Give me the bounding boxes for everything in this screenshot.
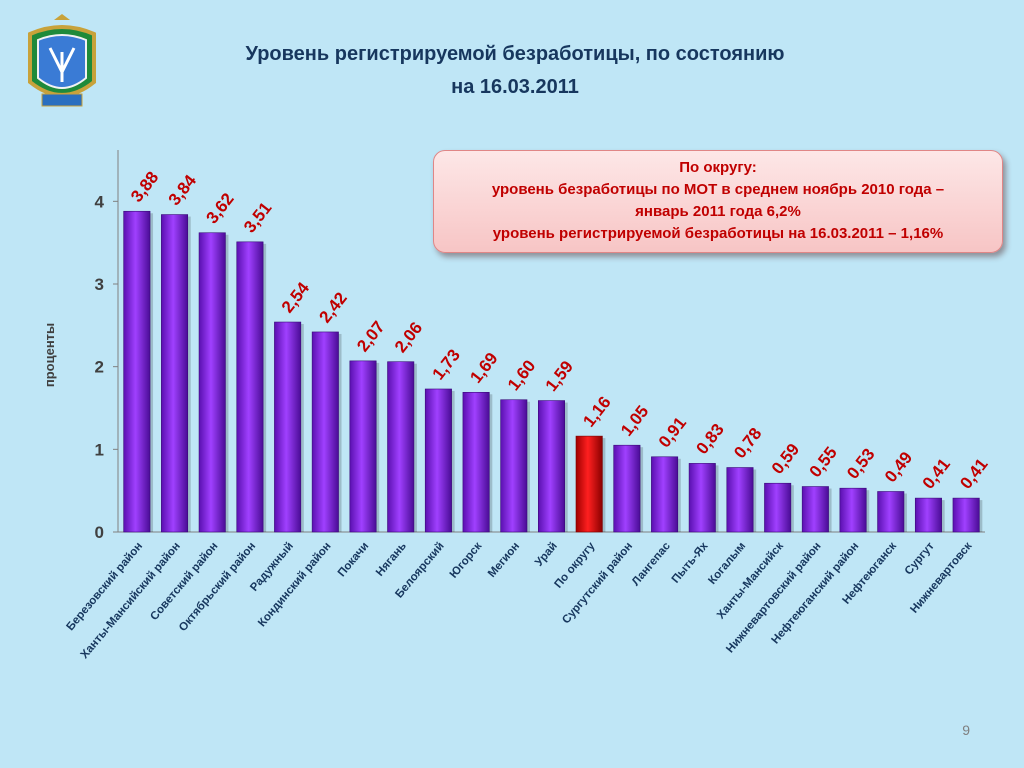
category-label: Ханты-Мансийск — [715, 540, 786, 621]
bar — [952, 497, 980, 533]
data-label: 0,41 — [919, 455, 954, 493]
data-label: 2,42 — [316, 289, 351, 327]
bar — [688, 463, 716, 533]
bar — [424, 388, 452, 533]
bar — [651, 456, 679, 533]
bar — [274, 321, 302, 533]
page-number: 9 — [962, 722, 970, 738]
category-label: Урай — [533, 540, 560, 569]
category-label: Октябрьский район — [177, 540, 258, 634]
category-label: Кондинский район — [256, 540, 334, 629]
data-label: 0,83 — [692, 420, 727, 458]
bar — [764, 482, 792, 533]
coat-of-arms-icon — [28, 14, 96, 107]
title-line-1: Уровень регистрируемой безработицы, по с… — [245, 43, 785, 65]
bar — [387, 361, 415, 533]
title-line-2: на 16.03.2011 — [451, 76, 579, 98]
category-label: Югорск — [448, 540, 485, 581]
data-label: 1,69 — [466, 349, 501, 387]
bar — [123, 210, 151, 533]
category-label: Мегион — [486, 540, 522, 580]
data-label: 3,88 — [127, 168, 162, 206]
y-tick-label: 2 — [95, 358, 104, 377]
bar — [311, 331, 339, 533]
data-label: 0,41 — [956, 455, 991, 493]
category-label: Сургутский район — [560, 540, 635, 626]
data-label: 0,53 — [843, 445, 878, 483]
bar — [726, 467, 754, 533]
summary-ilo-period: январь 2011 года 6,2% — [635, 203, 801, 220]
bar — [161, 214, 189, 533]
bar — [349, 360, 377, 533]
bar — [877, 491, 905, 533]
category-label: Сургут — [903, 540, 937, 578]
summary-registered-rate: уровень регистрируемой безработицы на 16… — [492, 225, 944, 242]
bar — [236, 241, 264, 533]
category-label: Пыть-Ях — [670, 540, 711, 586]
bar — [198, 232, 226, 533]
summary-heading: По округу: — [679, 159, 757, 176]
data-label: 1,73 — [429, 346, 464, 384]
summary-ilo-rate: уровень безработицы по МОТ в среднем ноя… — [491, 181, 945, 198]
bar — [575, 435, 603, 533]
bar — [613, 444, 641, 533]
district-summary-box: По округу: уровень безработицы по МОТ в … — [433, 150, 1003, 253]
category-label: Нягань — [374, 540, 409, 579]
data-label: 1,59 — [542, 357, 577, 395]
data-label: 3,84 — [165, 171, 201, 209]
y-axis-title: проценты — [42, 323, 57, 387]
data-label: 2,54 — [278, 278, 314, 316]
y-tick-label: 0 — [95, 523, 104, 542]
data-label: 0,59 — [768, 440, 803, 478]
data-label: 0,91 — [655, 413, 690, 451]
data-label: 0,78 — [730, 424, 765, 462]
data-label: 3,51 — [240, 199, 275, 237]
data-label: 2,07 — [353, 318, 388, 356]
bar — [801, 486, 829, 533]
bar — [462, 391, 490, 533]
category-label: Когалым — [706, 540, 748, 587]
data-label: 2,06 — [391, 318, 426, 356]
bar — [500, 399, 528, 533]
data-label: 0,55 — [806, 443, 841, 481]
y-tick-label: 3 — [95, 275, 104, 294]
category-label: Покачи — [336, 540, 371, 579]
bar — [839, 487, 867, 533]
data-label: 1,16 — [579, 393, 614, 431]
bar — [914, 497, 942, 533]
slide-title: Уровень регистрируемой безработицы, по с… — [150, 38, 880, 104]
category-label: Советский район — [148, 540, 220, 623]
y-tick-label: 4 — [95, 192, 105, 211]
data-label: 1,60 — [504, 356, 539, 394]
y-tick-label: 1 — [95, 440, 104, 459]
data-label: 3,62 — [202, 189, 237, 227]
category-label: Лангепас — [630, 540, 673, 588]
category-label: Березовский район — [64, 540, 145, 633]
data-label: 1,05 — [617, 402, 652, 440]
bar — [538, 400, 565, 533]
data-label: 0,49 — [881, 448, 916, 486]
